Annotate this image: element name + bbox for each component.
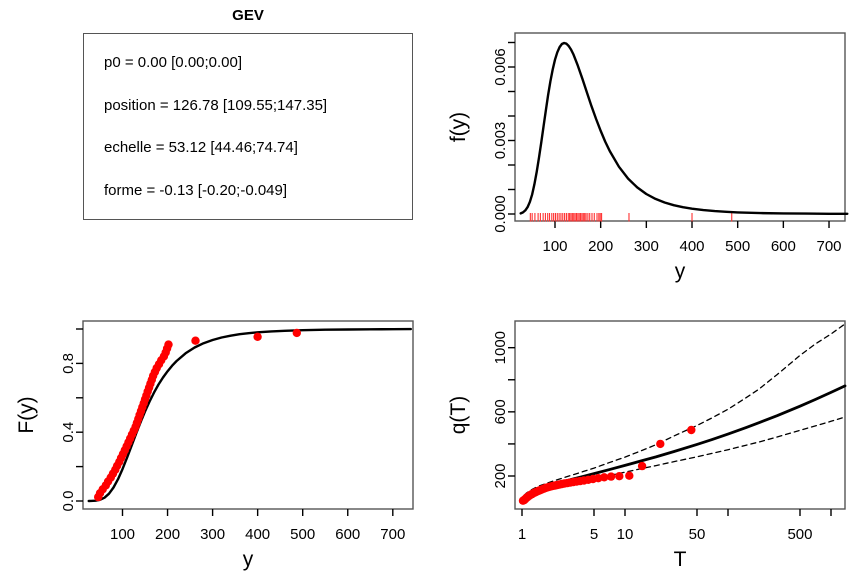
density-curve (519, 41, 849, 216)
y-tick-label: 600 (492, 399, 509, 424)
empirical-return-point (656, 439, 665, 449)
x-axis-title: y (675, 260, 686, 283)
plot-box (82, 320, 414, 510)
x-tick-label: 200 (155, 526, 180, 543)
empirical-return-point (615, 472, 624, 481)
x-tick-label: 500 (290, 526, 315, 543)
y-tick-label: 0.0 (60, 491, 77, 512)
panel-title: GEV (232, 7, 264, 24)
x-tick-label: 400 (245, 526, 270, 543)
empirical-return-point (600, 473, 609, 482)
plot-box (514, 32, 846, 222)
y-tick-label: 0.4 (60, 422, 77, 443)
y-tick-label: 0.8 (60, 353, 77, 374)
y-tick-label: 0.000 (492, 195, 509, 233)
parameter-box: p0 = 0.00 [0.00;0.00] position = 126.78 … (83, 33, 413, 220)
y-axis-title: q(T) (447, 396, 470, 435)
x-tick-label: 300 (634, 238, 659, 255)
x-tick-label: 500 (725, 238, 750, 255)
ci-lower (523, 416, 846, 500)
y-axis-title: F(y) (15, 396, 38, 433)
x-tick-label: 100 (110, 526, 135, 543)
cdf-plot: 100 200 300 400 500 600 700 0.0 0.4 0.8 y F(y) (15, 320, 414, 571)
empirical-return-point (606, 472, 616, 481)
x-tick-label: 10 (617, 526, 634, 543)
empirical-return-point (687, 425, 696, 435)
parameter-line-position: position = 126.78 [109.55;147.35] (104, 97, 328, 114)
x-tick-label: 700 (380, 526, 405, 543)
empirical-cdf-point (253, 332, 262, 341)
y-axis-title: f(y) (447, 112, 470, 142)
x-tick-label: 100 (542, 238, 567, 255)
cdf-curve (87, 327, 412, 503)
x-axis-title: y (243, 548, 254, 571)
x-tick-label: 5 (590, 526, 598, 543)
x-tick-label: 200 (588, 238, 613, 255)
plot-box (514, 320, 846, 510)
x-tick-label: 600 (335, 526, 360, 543)
parameter-line-forme: forme = -0.13 [-0.20;-0.049] (104, 182, 288, 199)
empirical-cdf-point (191, 336, 200, 345)
x-axis-title: T (674, 548, 687, 571)
empirical-return-point (637, 461, 647, 471)
x-tick-label: 50 (689, 526, 706, 543)
density-plot: 100 200 300 400 500 600 700 0.000 0.003 0.006 y f(y… (447, 32, 849, 283)
parameter-line-echelle: echelle = 53.12 [44.46;74.74] (104, 139, 298, 156)
x-tick-label: 300 (200, 526, 225, 543)
x-tick-label: 1 (518, 526, 526, 543)
y-tick-label: 0.006 (492, 48, 509, 86)
y-tick-label: 0.003 (492, 122, 509, 160)
empirical-cdf-point (164, 340, 173, 349)
return-level-plot: 1 5 10 50 500 200 600 1000 Tq(T) (447, 320, 847, 571)
parameter-summary-panel: GEV p0 = 0.00 [0.00;0.00] position = 126… (0, 0, 432, 288)
ci-upper (523, 323, 846, 496)
x-tick-label: 600 (771, 238, 796, 255)
empirical-return-point (625, 471, 634, 480)
x-tick-label: 700 (817, 238, 842, 255)
x-tick-label: 500 (787, 526, 812, 543)
empirical-cdf-point (292, 328, 301, 338)
x-tick-label: 400 (679, 238, 704, 255)
parameter-line-p0: p0 = 0.00 [0.00;0.00] (104, 54, 243, 71)
y-tick-label: 200 (492, 463, 509, 488)
y-tick-label: 1000 (492, 331, 509, 364)
